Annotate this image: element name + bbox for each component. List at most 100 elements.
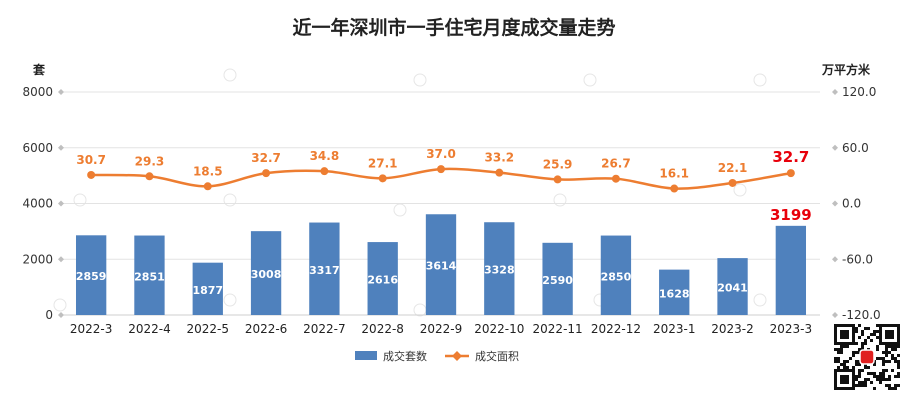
right-tick-label: -60.0 bbox=[842, 252, 873, 266]
qr-module bbox=[858, 324, 861, 327]
qr-module bbox=[837, 351, 840, 354]
bar-value-label: 3614 bbox=[426, 260, 457, 273]
line-value-label: 22.1 bbox=[718, 161, 748, 175]
qr-module bbox=[870, 372, 873, 375]
qr-module bbox=[855, 363, 858, 366]
watermark-mark bbox=[413, 73, 427, 87]
qr-module bbox=[882, 372, 885, 375]
qr-module bbox=[855, 330, 858, 333]
qr-module bbox=[894, 345, 897, 348]
watermark-mark bbox=[223, 68, 237, 82]
line-point[interactable] bbox=[320, 167, 329, 176]
legend-swatch-marker bbox=[452, 351, 462, 361]
qr-module bbox=[843, 363, 846, 366]
qr-module bbox=[873, 375, 876, 378]
bar[interactable] bbox=[484, 222, 515, 315]
line-value-label: 32.7 bbox=[251, 151, 281, 165]
qr-module bbox=[858, 369, 861, 372]
qr-module bbox=[840, 345, 843, 348]
qr-module bbox=[873, 330, 876, 333]
line-point[interactable] bbox=[728, 178, 737, 187]
qr-module bbox=[855, 360, 858, 363]
x-tick-label: 2022-11 bbox=[533, 322, 583, 336]
qr-module bbox=[837, 366, 840, 369]
bar[interactable] bbox=[367, 242, 398, 315]
qr-module bbox=[843, 366, 846, 369]
right-tick-marker bbox=[832, 312, 838, 318]
line-point[interactable] bbox=[145, 172, 154, 181]
line-point[interactable] bbox=[87, 170, 96, 179]
qr-module bbox=[846, 360, 849, 363]
watermark-mark bbox=[753, 293, 767, 307]
qr-module bbox=[861, 330, 864, 333]
right-tick-marker bbox=[832, 256, 838, 263]
bar[interactable] bbox=[600, 235, 632, 315]
line-point[interactable] bbox=[553, 175, 562, 184]
qr-module bbox=[888, 387, 891, 390]
qr-module bbox=[894, 360, 897, 363]
qr-module bbox=[876, 330, 879, 333]
line-value-label: 32.7 bbox=[772, 148, 809, 166]
right-tick-label: -120.0 bbox=[842, 308, 881, 322]
line-point[interactable] bbox=[262, 169, 271, 178]
line-point[interactable] bbox=[378, 174, 387, 183]
qr-module bbox=[858, 336, 861, 339]
qr-module bbox=[840, 363, 843, 366]
qr-module bbox=[852, 351, 855, 354]
qr-module bbox=[888, 378, 891, 381]
qr-module bbox=[849, 357, 852, 360]
bar[interactable] bbox=[775, 225, 807, 315]
bar-value-label: 2850 bbox=[601, 270, 632, 283]
bar[interactable] bbox=[425, 214, 457, 315]
qr-module bbox=[861, 369, 864, 372]
line-value-label: 25.9 bbox=[543, 157, 573, 171]
watermark-mark bbox=[753, 73, 767, 87]
legend-label-bar: 成交套数 bbox=[383, 349, 427, 363]
bar-value-label: 3199 bbox=[770, 206, 812, 224]
bar[interactable] bbox=[542, 242, 573, 315]
line-value-label: 18.5 bbox=[193, 164, 223, 178]
line-point[interactable] bbox=[611, 174, 620, 183]
line-point[interactable] bbox=[670, 184, 679, 193]
qr-module bbox=[834, 348, 837, 351]
qr-finder bbox=[885, 330, 894, 339]
qr-module bbox=[897, 354, 900, 357]
bar-value-label: 3328 bbox=[484, 264, 515, 277]
bar[interactable] bbox=[192, 262, 223, 315]
qr-module bbox=[864, 384, 867, 387]
x-tick-label: 2022-5 bbox=[187, 322, 230, 336]
x-tick-label: 2023-1 bbox=[653, 322, 696, 336]
bar[interactable] bbox=[75, 235, 107, 315]
left-tick-marker bbox=[58, 89, 64, 95]
line-point[interactable] bbox=[437, 165, 445, 174]
watermark-mark bbox=[733, 183, 747, 197]
qr-module bbox=[894, 375, 897, 378]
bar[interactable] bbox=[309, 222, 340, 315]
line-value-label: 27.1 bbox=[368, 156, 398, 170]
qr-module bbox=[876, 336, 879, 339]
qr-module bbox=[882, 369, 885, 372]
bar[interactable] bbox=[659, 269, 690, 315]
qr-module bbox=[861, 342, 864, 345]
line-value-label: 34.8 bbox=[310, 149, 340, 163]
line-value-label: 29.3 bbox=[135, 154, 165, 168]
line-point[interactable] bbox=[786, 169, 795, 178]
left-tick-marker bbox=[58, 200, 64, 207]
qr-module bbox=[894, 384, 897, 387]
line-value-label: 37.0 bbox=[426, 147, 456, 161]
qr-module bbox=[879, 375, 882, 378]
bar[interactable] bbox=[717, 258, 748, 315]
right-tick-label: 0.0 bbox=[842, 197, 861, 211]
right-axis-unit: 万平方米 bbox=[821, 62, 871, 77]
qr-module bbox=[858, 381, 861, 384]
bar[interactable] bbox=[134, 235, 165, 315]
line-point[interactable] bbox=[495, 168, 504, 177]
qr-module bbox=[897, 363, 900, 366]
qr-module bbox=[855, 375, 858, 378]
left-tick-label: 6000 bbox=[22, 141, 53, 155]
qr-module bbox=[876, 375, 879, 378]
line-point[interactable] bbox=[203, 182, 212, 191]
bar[interactable] bbox=[250, 231, 282, 315]
qr-module bbox=[864, 378, 867, 381]
